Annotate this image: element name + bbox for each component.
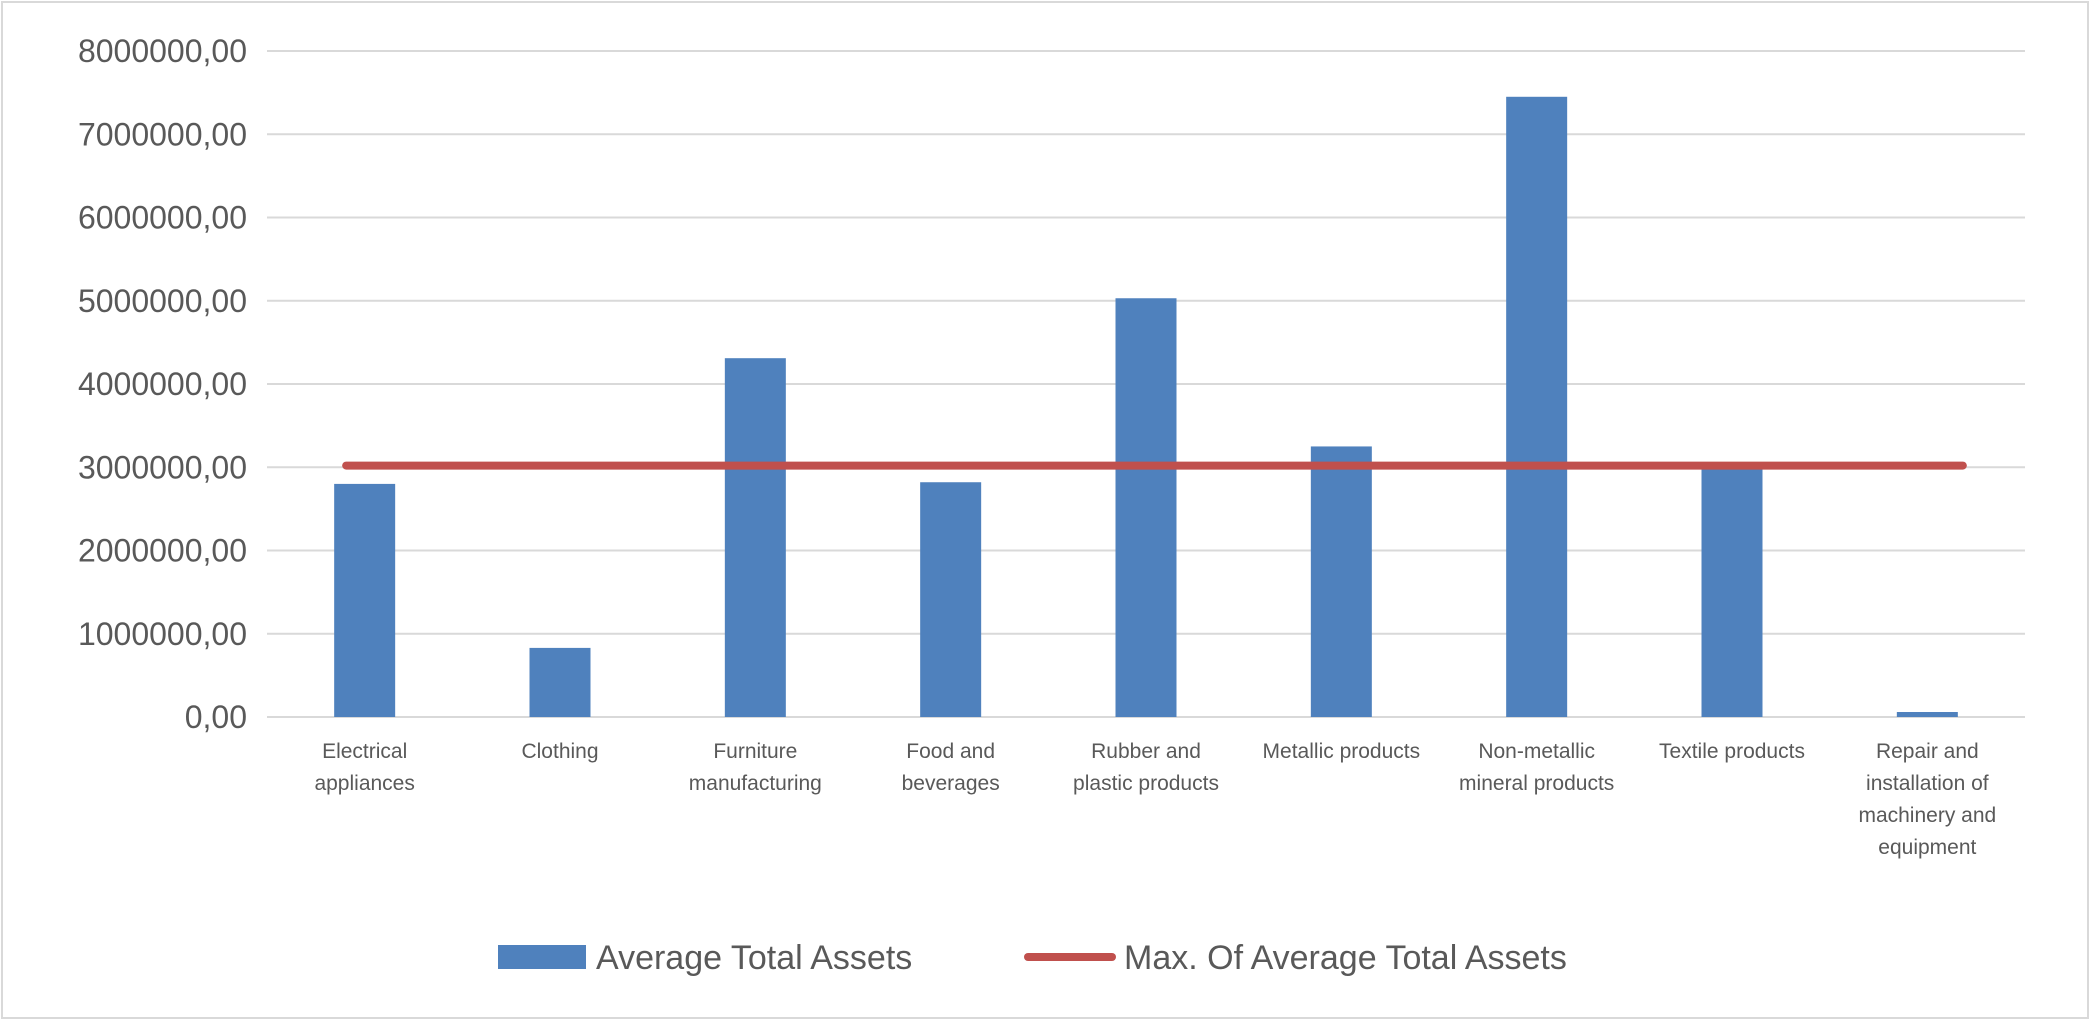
- x-category-label: Textile products: [1659, 740, 1805, 763]
- x-category-label: Electrical: [322, 740, 407, 763]
- y-tick-label: 4000000,00: [78, 366, 247, 402]
- y-tick-label: 0,00: [185, 699, 247, 735]
- x-category-label: appliances: [314, 772, 414, 795]
- bar-0: [334, 483, 396, 717]
- x-category-label: Metallic products: [1263, 740, 1421, 763]
- bar-6: [1506, 96, 1568, 718]
- bar-2: [724, 358, 786, 717]
- y-tick-label: 2000000,00: [78, 533, 247, 569]
- y-tick-label: 5000000,00: [78, 283, 247, 319]
- x-category-label: Furniture: [713, 740, 797, 763]
- legend-bar-swatch: [498, 945, 586, 969]
- x-category-label: Rubber and: [1091, 740, 1201, 763]
- y-tick-label: 8000000,00: [78, 33, 247, 69]
- legend-label-bars: Average Total Assets: [596, 939, 912, 977]
- x-category-label: beverages: [902, 772, 1000, 795]
- x-category-label: mineral products: [1459, 772, 1614, 795]
- x-category-label: Non-metallic: [1478, 740, 1595, 763]
- y-tick-label: 7000000,00: [78, 116, 247, 152]
- bar-1: [529, 647, 591, 717]
- x-category-label: equipment: [1878, 836, 1976, 859]
- x-category-label: plastic products: [1073, 772, 1219, 795]
- bar-3: [920, 482, 982, 717]
- bar-5: [1310, 446, 1372, 717]
- legend-label-line: Max. Of Average Total Assets: [1124, 939, 1567, 977]
- y-tick-label: 1000000,00: [78, 616, 247, 652]
- bar-4: [1115, 298, 1177, 717]
- bar-8: [1896, 712, 1958, 717]
- x-category-label: Food and: [906, 740, 995, 763]
- y-tick-label: 6000000,00: [78, 200, 247, 236]
- x-category-label: Repair and: [1876, 740, 1979, 763]
- y-tick-label: 3000000,00: [78, 449, 247, 485]
- x-category-label: manufacturing: [689, 772, 822, 795]
- x-category-label: installation of: [1866, 772, 1989, 795]
- x-category-label: machinery and: [1858, 804, 1996, 827]
- bar-7: [1701, 467, 1763, 717]
- x-category-label: Clothing: [521, 740, 598, 763]
